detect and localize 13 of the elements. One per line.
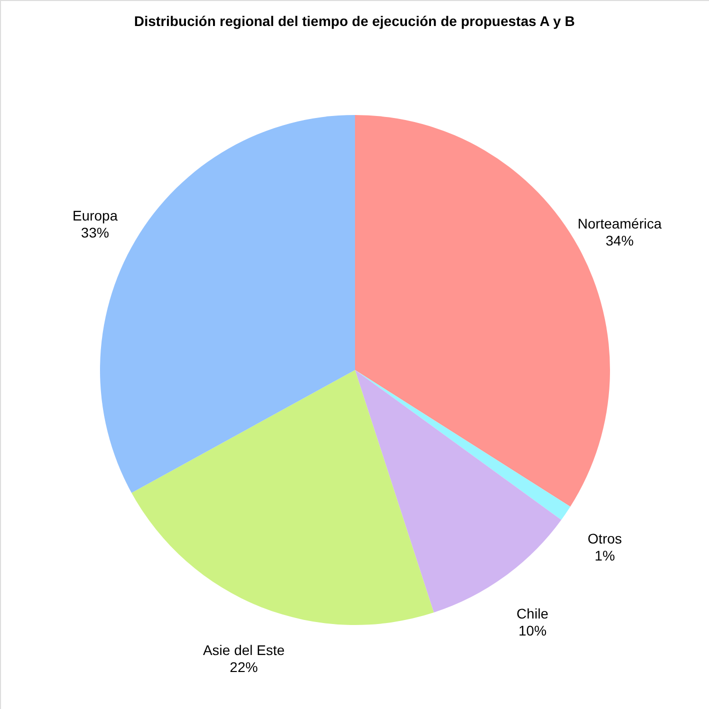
pie-slice	[132, 370, 434, 624]
data-label: 1%	[594, 548, 615, 564]
slice-label: Norteamérica	[578, 216, 662, 232]
slice-label: Asie del Este	[202, 642, 285, 658]
slice-label: Europa	[72, 207, 118, 224]
data-label: 10%	[518, 622, 547, 638]
data-label: 33%	[81, 224, 110, 240]
slice-label: Otros	[588, 530, 622, 547]
chart-title: Distribución regional del tiempo de ejecución de propuestas A y B	[134, 13, 575, 29]
data-label: 34%	[606, 232, 634, 249]
data-label: 22%	[230, 658, 258, 675]
slice-label: Chile	[516, 605, 549, 622]
pie-slice	[355, 370, 570, 520]
